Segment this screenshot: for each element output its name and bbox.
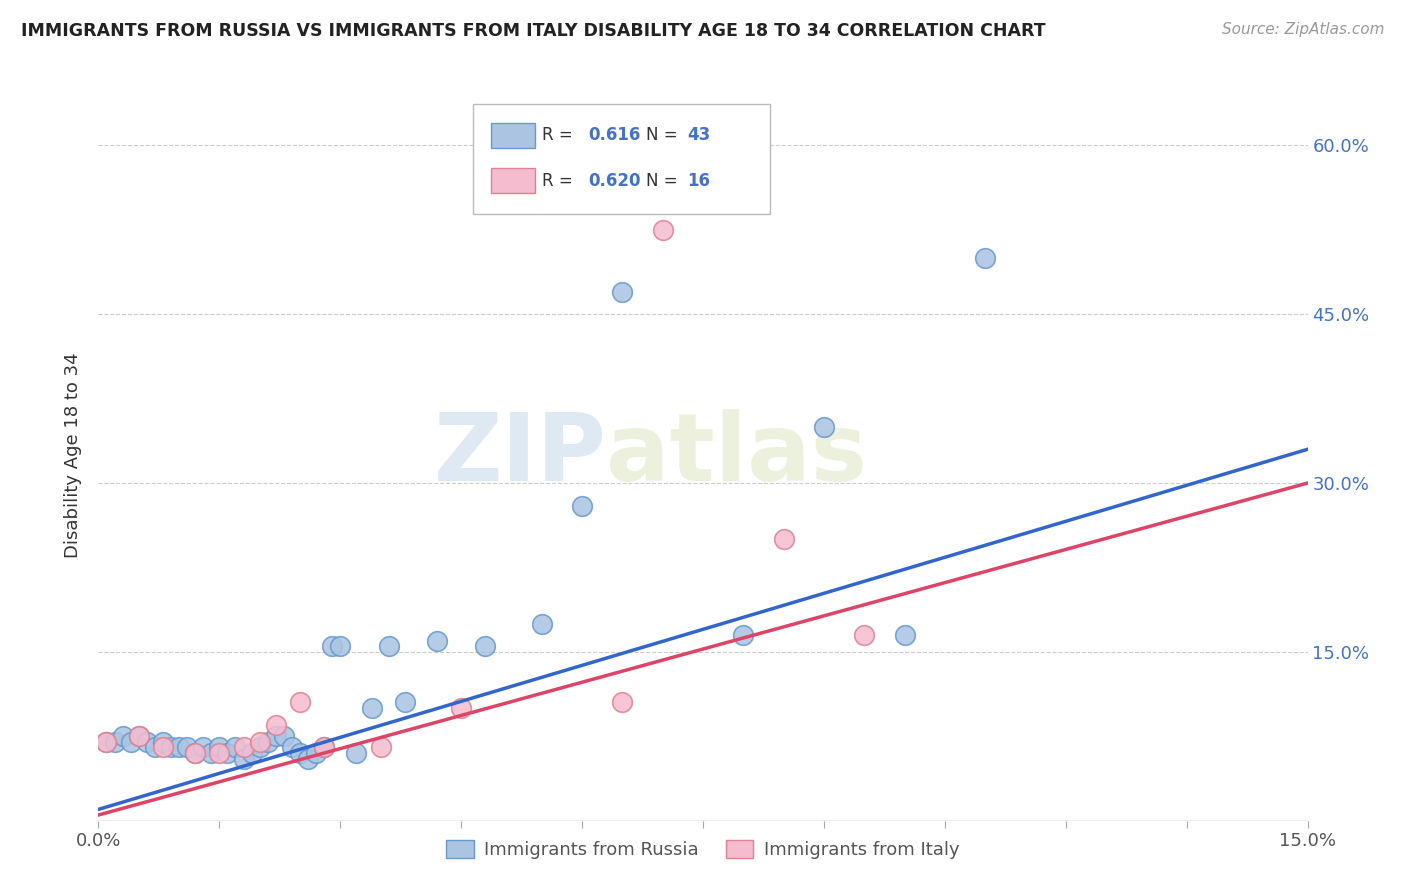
Point — [232, 752, 254, 766]
Point — [256, 735, 278, 749]
Point — [273, 729, 295, 743]
Point — [426, 633, 449, 648]
Point — [288, 696, 311, 710]
Y-axis label: Disability Age 18 to 34: Disability Age 18 to 34 — [65, 352, 83, 558]
Point — [249, 735, 271, 749]
Text: IMMIGRANTS FROM RUSSIA VS IMMIGRANTS FROM ITALY DISABILITY AGE 18 TO 34 CORRELAT: IMMIGRANTS FROM RUSSIA VS IMMIGRANTS FRO… — [21, 22, 1046, 40]
Point — [152, 740, 174, 755]
Point — [974, 251, 997, 265]
Point — [264, 729, 287, 743]
Point — [530, 616, 553, 631]
Text: atlas: atlas — [606, 409, 868, 501]
Point — [96, 735, 118, 749]
Point — [160, 740, 183, 755]
Point — [128, 729, 150, 743]
Point — [893, 628, 915, 642]
Point — [370, 740, 392, 755]
Point — [394, 696, 416, 710]
Point — [288, 746, 311, 760]
Point — [297, 752, 319, 766]
Text: 43: 43 — [688, 127, 710, 145]
FancyBboxPatch shape — [474, 103, 769, 213]
Point — [152, 735, 174, 749]
Point — [120, 735, 142, 749]
Point — [184, 746, 207, 760]
Point — [651, 223, 673, 237]
Text: Source: ZipAtlas.com: Source: ZipAtlas.com — [1222, 22, 1385, 37]
Point — [314, 740, 336, 755]
Point — [143, 740, 166, 755]
Legend: Immigrants from Russia, Immigrants from Italy: Immigrants from Russia, Immigrants from … — [439, 832, 967, 866]
FancyBboxPatch shape — [492, 123, 534, 148]
Point — [571, 499, 593, 513]
Point — [314, 740, 336, 755]
Point — [474, 639, 496, 653]
Point — [361, 701, 384, 715]
Text: N =: N = — [647, 127, 683, 145]
Point — [232, 740, 254, 755]
Text: N =: N = — [647, 171, 683, 190]
Point — [264, 718, 287, 732]
Point — [612, 696, 634, 710]
Point — [167, 740, 190, 755]
Point — [240, 746, 263, 760]
Point — [103, 735, 125, 749]
FancyBboxPatch shape — [492, 169, 534, 193]
Point — [344, 746, 367, 760]
Point — [208, 740, 231, 755]
Point — [305, 746, 328, 760]
Point — [612, 285, 634, 299]
Point — [281, 740, 304, 755]
Text: R =: R = — [543, 171, 578, 190]
Point — [200, 746, 222, 760]
Point — [96, 735, 118, 749]
Point — [193, 740, 215, 755]
Point — [329, 639, 352, 653]
Text: R =: R = — [543, 127, 578, 145]
Point — [184, 746, 207, 760]
Point — [208, 746, 231, 760]
Point — [853, 628, 876, 642]
Point — [176, 740, 198, 755]
Text: 0.616: 0.616 — [588, 127, 641, 145]
Text: 16: 16 — [688, 171, 710, 190]
Point — [128, 729, 150, 743]
Point — [249, 740, 271, 755]
Text: 0.620: 0.620 — [588, 171, 641, 190]
Point — [733, 628, 755, 642]
Point — [450, 701, 472, 715]
Point — [217, 746, 239, 760]
Point — [813, 419, 835, 434]
Point — [377, 639, 399, 653]
Point — [224, 740, 246, 755]
Point — [135, 735, 157, 749]
Point — [772, 533, 794, 547]
Point — [111, 729, 134, 743]
Point — [321, 639, 343, 653]
Text: ZIP: ZIP — [433, 409, 606, 501]
